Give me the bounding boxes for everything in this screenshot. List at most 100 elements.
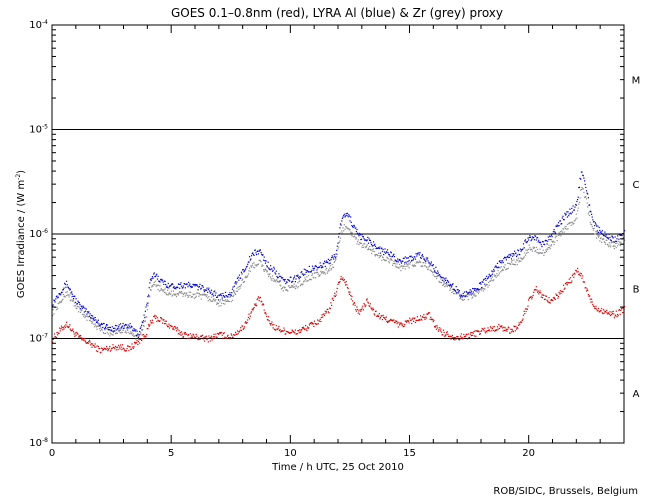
data-point <box>177 287 179 289</box>
data-point <box>406 257 408 259</box>
data-point <box>99 328 101 330</box>
data-point <box>265 260 267 262</box>
data-point <box>446 283 448 285</box>
data-point <box>461 338 464 340</box>
data-point <box>554 232 556 234</box>
data-point <box>352 226 354 228</box>
data-point <box>254 304 256 306</box>
data-point <box>343 215 345 217</box>
data-point <box>207 297 209 299</box>
data-point <box>64 325 66 327</box>
data-point <box>600 237 602 239</box>
data-point <box>212 336 214 338</box>
data-point <box>119 328 121 330</box>
data-point <box>477 289 479 291</box>
data-point <box>118 324 120 326</box>
data-point <box>447 284 449 286</box>
data-point <box>486 331 488 333</box>
data-point <box>406 262 408 265</box>
data-point <box>564 212 566 214</box>
data-point <box>608 238 610 240</box>
data-point <box>462 299 464 301</box>
data-point <box>177 294 179 296</box>
data-point <box>208 287 210 289</box>
data-point <box>91 322 93 324</box>
data-point <box>306 326 309 328</box>
data-point <box>191 286 193 288</box>
data-point <box>222 292 224 295</box>
data-point <box>613 313 615 315</box>
data-point <box>146 309 148 311</box>
data-point <box>497 328 499 330</box>
data-point <box>352 304 354 306</box>
data-point <box>461 298 463 300</box>
data-point <box>195 296 197 299</box>
data-point <box>575 203 577 206</box>
data-point <box>322 272 324 274</box>
data-point <box>390 251 392 253</box>
data-point <box>585 195 587 198</box>
data-point <box>130 348 132 350</box>
data-point <box>591 213 593 215</box>
data-point <box>131 343 133 345</box>
data-point <box>530 248 532 250</box>
data-point <box>241 279 243 281</box>
data-point <box>111 334 113 336</box>
data-point <box>614 245 616 247</box>
data-point <box>485 279 487 281</box>
data-point <box>343 230 345 232</box>
data-point <box>547 236 549 238</box>
data-point <box>137 335 139 337</box>
data-point <box>404 256 406 258</box>
data-point <box>500 262 502 264</box>
data-point <box>175 296 178 298</box>
data-point <box>400 261 402 263</box>
data-point <box>554 297 556 299</box>
data-point <box>440 328 442 330</box>
data-point <box>83 314 85 316</box>
data-point <box>541 294 543 296</box>
data-point <box>113 347 115 349</box>
data-point <box>604 311 607 313</box>
data-point <box>331 255 333 257</box>
data-point <box>452 337 454 339</box>
data-point <box>495 329 497 331</box>
data-point <box>170 283 172 286</box>
data-point <box>195 284 197 286</box>
data-point <box>266 266 268 268</box>
data-point <box>611 235 613 237</box>
data-point <box>551 236 553 238</box>
data-point <box>587 206 589 208</box>
data-point <box>512 253 514 255</box>
data-point <box>292 286 295 288</box>
data-point <box>266 315 268 317</box>
data-point <box>233 291 235 294</box>
data-point <box>573 209 575 211</box>
data-point <box>110 349 112 351</box>
data-point <box>578 274 581 276</box>
data-point <box>491 279 493 281</box>
data-point <box>327 271 329 273</box>
data-point <box>585 287 587 289</box>
data-point <box>381 259 383 261</box>
data-point <box>335 253 337 255</box>
data-point <box>411 259 413 262</box>
data-point <box>167 289 169 291</box>
data-point <box>554 241 556 243</box>
data-point <box>148 302 150 304</box>
data-point <box>62 288 64 291</box>
data-point <box>165 292 167 294</box>
data-point <box>601 232 603 234</box>
data-point <box>420 257 422 259</box>
data-point <box>458 339 460 341</box>
data-point <box>592 219 594 221</box>
data-point <box>160 317 162 319</box>
data-point <box>355 238 357 240</box>
data-point <box>313 269 315 271</box>
data-point <box>134 341 136 343</box>
data-point <box>223 295 225 297</box>
data-point <box>575 213 577 215</box>
data-point <box>586 192 588 194</box>
data-point <box>142 334 145 336</box>
data-point <box>414 256 416 258</box>
